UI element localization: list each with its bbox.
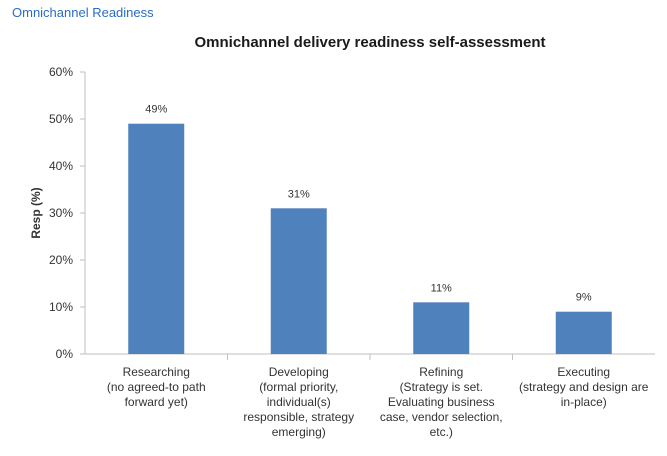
- y-tick-label: 20%: [49, 253, 73, 267]
- bar: [555, 311, 612, 354]
- x-category-label: Researching (no agreed-to path forward yet…: [107, 365, 206, 409]
- data-label: 31%: [288, 188, 310, 200]
- x-category-label: Refining (Strategy is set. Evaluating busi…: [380, 365, 503, 439]
- bar: [128, 123, 185, 354]
- data-label: 11%: [431, 282, 452, 294]
- y-tick-label: 50%: [49, 112, 73, 126]
- y-axis-label: Resp (%): [29, 187, 43, 238]
- x-category-label: Executing (strategy and design are in-plac…: [519, 365, 649, 409]
- y-tick-label: 60%: [49, 65, 73, 79]
- data-label: 49%: [145, 104, 167, 116]
- y-tick-label: 10%: [49, 300, 73, 314]
- y-tick-label: 30%: [49, 206, 73, 220]
- x-category-label: Developing (formal priority, individual(s)…: [243, 365, 354, 439]
- page-header-title: Omnichannel Readiness: [12, 5, 154, 20]
- data-label: 9%: [576, 292, 592, 304]
- bar: [413, 302, 470, 354]
- chart-title: Omnichannel delivery readiness self-asse…: [194, 34, 546, 51]
- y-tick-label: 0%: [56, 347, 74, 361]
- y-tick-label: 40%: [49, 159, 73, 173]
- bar: [270, 208, 327, 354]
